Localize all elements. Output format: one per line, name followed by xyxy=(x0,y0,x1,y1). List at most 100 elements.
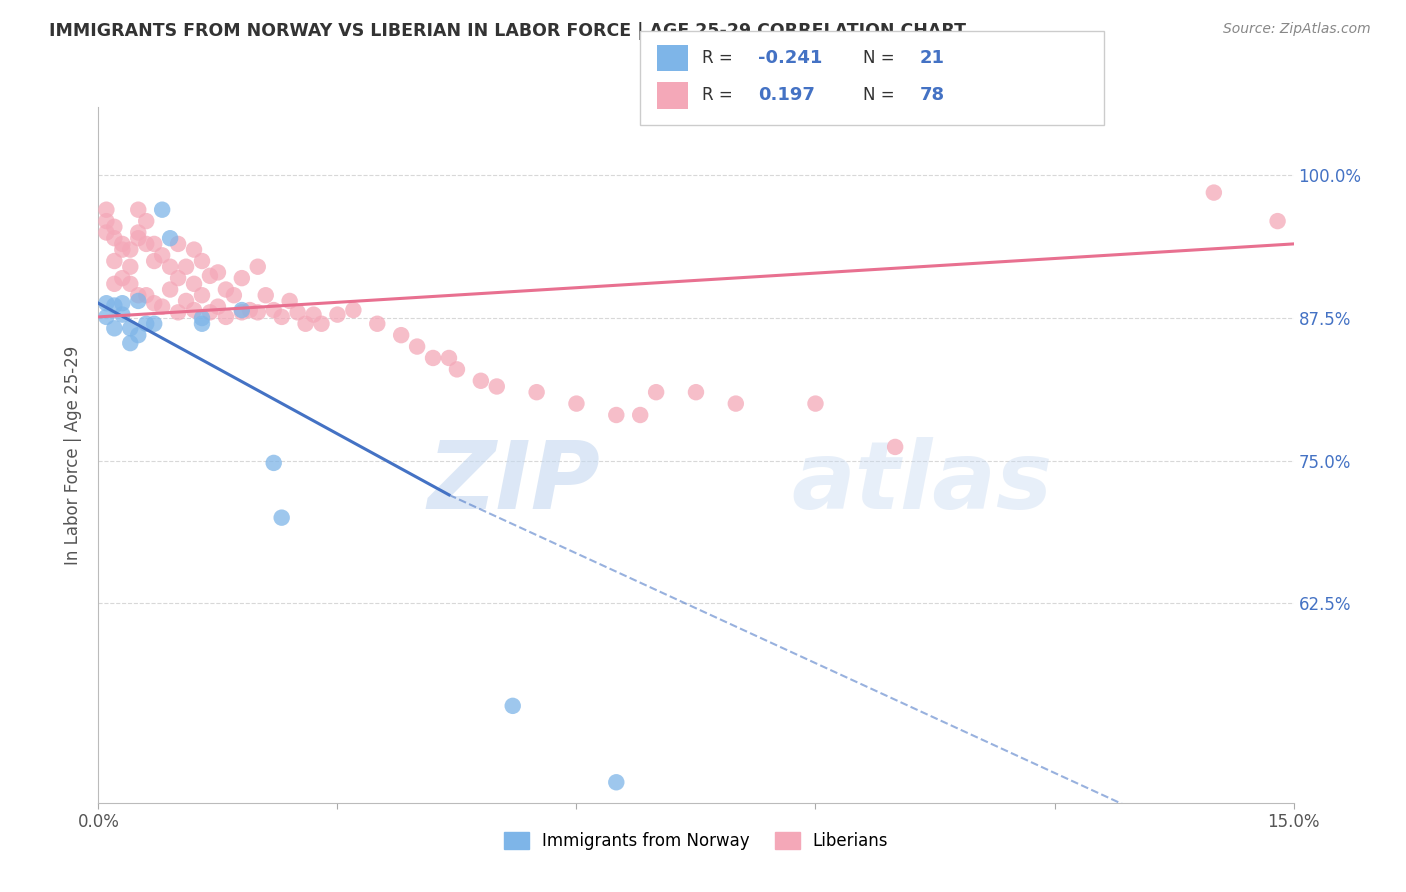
Point xyxy=(1267,214,1289,228)
Point xyxy=(222,288,245,302)
Point xyxy=(406,340,429,354)
Point xyxy=(127,226,149,240)
Point xyxy=(120,336,142,351)
Point xyxy=(143,254,166,268)
Y-axis label: In Labor Force | Age 25-29: In Labor Force | Age 25-29 xyxy=(65,345,83,565)
Point xyxy=(103,277,125,291)
Text: atlas: atlas xyxy=(792,437,1053,529)
Point xyxy=(231,305,253,319)
Point xyxy=(96,296,118,310)
Point xyxy=(198,268,221,283)
Point xyxy=(605,408,627,422)
Text: IMMIGRANTS FROM NORWAY VS LIBERIAN IN LABOR FORCE | AGE 25-29 CORRELATION CHART: IMMIGRANTS FROM NORWAY VS LIBERIAN IN LA… xyxy=(49,22,966,40)
Point xyxy=(127,202,149,217)
Point xyxy=(150,300,173,314)
Point xyxy=(159,231,181,245)
Point xyxy=(103,219,125,234)
Point xyxy=(231,303,253,318)
Text: ZIP: ZIP xyxy=(427,437,600,529)
Point xyxy=(470,374,492,388)
Text: R =: R = xyxy=(702,49,738,67)
Point xyxy=(96,214,118,228)
Point xyxy=(135,288,157,302)
Text: 21: 21 xyxy=(920,49,945,67)
Point xyxy=(183,303,205,318)
Point xyxy=(724,396,747,410)
Point xyxy=(311,317,333,331)
Point xyxy=(326,308,349,322)
Point xyxy=(342,303,364,318)
Point xyxy=(103,231,125,245)
Point xyxy=(485,379,508,393)
Text: -0.241: -0.241 xyxy=(758,49,823,67)
Point xyxy=(143,296,166,310)
Point xyxy=(120,243,142,257)
Text: 78: 78 xyxy=(920,87,945,104)
Point xyxy=(270,510,292,524)
Point xyxy=(159,283,181,297)
Point xyxy=(884,440,907,454)
Point xyxy=(135,317,157,331)
Point xyxy=(174,260,197,274)
Point xyxy=(127,328,149,343)
Point xyxy=(422,351,444,365)
Point xyxy=(183,277,205,291)
Point xyxy=(446,362,468,376)
Point xyxy=(278,293,301,308)
Point xyxy=(215,283,238,297)
Point xyxy=(437,351,460,365)
Point xyxy=(263,303,285,318)
Text: N =: N = xyxy=(863,87,900,104)
Point xyxy=(263,456,285,470)
Point xyxy=(103,254,125,268)
Text: N =: N = xyxy=(863,49,900,67)
Point xyxy=(191,317,214,331)
Point xyxy=(111,243,134,257)
Point xyxy=(239,303,262,318)
Point xyxy=(628,408,651,422)
Point xyxy=(120,321,142,335)
Point xyxy=(174,293,197,308)
Point xyxy=(270,310,292,324)
Point xyxy=(191,254,214,268)
Text: 0.197: 0.197 xyxy=(758,87,814,104)
Point xyxy=(150,248,173,262)
Point xyxy=(246,305,269,319)
Point xyxy=(127,293,149,308)
Point xyxy=(111,236,134,251)
Point xyxy=(120,277,142,291)
Point xyxy=(135,236,157,251)
Point xyxy=(96,202,118,217)
Point xyxy=(159,260,181,274)
Point xyxy=(111,271,134,285)
Point xyxy=(103,321,125,335)
Point xyxy=(207,265,229,279)
Point xyxy=(1202,186,1225,200)
Point xyxy=(246,260,269,274)
Point xyxy=(502,698,524,713)
Point xyxy=(215,310,238,324)
Point xyxy=(366,317,388,331)
Point xyxy=(526,385,548,400)
Point xyxy=(167,305,190,319)
Point xyxy=(135,214,157,228)
Point xyxy=(191,311,214,326)
Point xyxy=(167,236,190,251)
Point xyxy=(685,385,707,400)
Point xyxy=(804,396,827,410)
Point xyxy=(143,236,166,251)
Point xyxy=(207,300,229,314)
Point xyxy=(565,396,588,410)
Text: R =: R = xyxy=(702,87,742,104)
Point xyxy=(120,260,142,274)
Text: Source: ZipAtlas.com: Source: ZipAtlas.com xyxy=(1223,22,1371,37)
Point xyxy=(254,288,277,302)
Point xyxy=(645,385,668,400)
Point xyxy=(287,305,309,319)
Point xyxy=(191,288,214,302)
Point xyxy=(127,231,149,245)
Point xyxy=(96,226,118,240)
Point xyxy=(302,308,325,322)
Point xyxy=(111,308,134,322)
Point xyxy=(150,202,173,217)
